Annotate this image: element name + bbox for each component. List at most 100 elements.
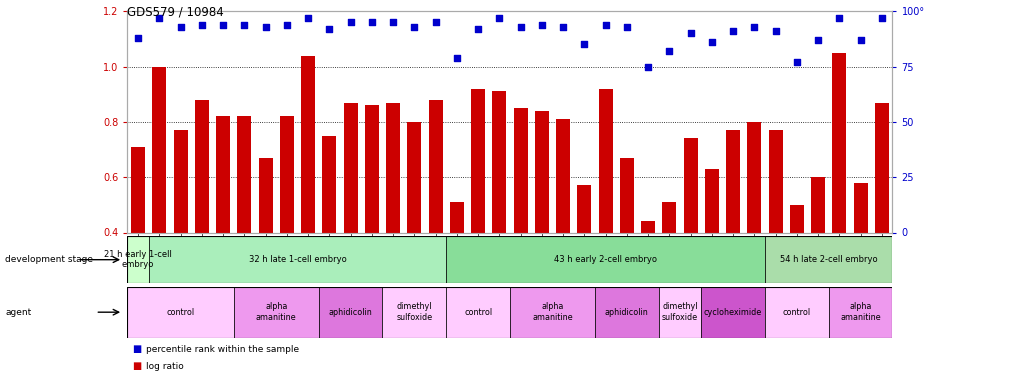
Bar [726, 130, 740, 232]
Point [703, 39, 719, 45]
Point [597, 21, 613, 27]
Point [576, 42, 592, 48]
Bar [764, 236, 892, 283]
Text: aphidicolin: aphidicolin [328, 308, 372, 316]
Text: alpha
amanitine: alpha amanitine [256, 303, 297, 322]
Point [682, 30, 698, 36]
Bar [832, 53, 846, 232]
Point [809, 37, 825, 43]
Bar [279, 116, 293, 232]
Bar [661, 202, 676, 232]
Bar [555, 119, 570, 232]
Bar [365, 105, 378, 232]
Bar [701, 287, 764, 338]
Bar [764, 287, 828, 338]
Bar [810, 177, 824, 232]
Text: ■: ■ [132, 344, 142, 354]
Text: control: control [464, 308, 492, 316]
Bar [449, 202, 464, 232]
Bar [428, 100, 442, 232]
Text: control: control [782, 308, 810, 316]
Text: log ratio: log ratio [146, 362, 183, 371]
Point [384, 19, 400, 26]
Bar [446, 287, 510, 338]
Bar [233, 287, 318, 338]
Point [300, 15, 316, 21]
Bar [127, 236, 149, 283]
Point [491, 15, 507, 21]
Bar [127, 287, 233, 338]
Text: ■: ■ [132, 361, 142, 371]
Bar [514, 108, 527, 232]
Point [194, 21, 210, 27]
Bar [683, 138, 697, 232]
Point [788, 59, 804, 65]
Bar [343, 102, 358, 232]
Text: 54 h late 2-cell embryo: 54 h late 2-cell embryo [780, 255, 876, 264]
Text: 32 h late 1-cell embryo: 32 h late 1-cell embryo [249, 255, 346, 264]
Text: dimethyl
sulfoxide: dimethyl sulfoxide [396, 303, 432, 322]
Text: cycloheximide: cycloheximide [703, 308, 761, 316]
Text: GDS579 / 10984: GDS579 / 10984 [127, 6, 224, 19]
Bar [173, 130, 187, 232]
Bar [382, 287, 446, 338]
Point [830, 15, 847, 21]
Bar [620, 158, 633, 232]
Text: 43 h early 2-cell embryo: 43 h early 2-cell embryo [553, 255, 656, 264]
Bar [704, 169, 718, 232]
Bar [510, 287, 594, 338]
Bar [446, 236, 764, 283]
Point [554, 24, 571, 30]
Text: alpha
amanitine: alpha amanitine [532, 303, 573, 322]
Bar [216, 116, 230, 232]
Bar [259, 158, 272, 232]
Bar [407, 122, 421, 232]
Point [278, 21, 294, 27]
Bar [853, 183, 867, 232]
Text: development stage: development stage [5, 255, 93, 264]
Point [873, 15, 890, 21]
Point [257, 24, 273, 30]
Text: control: control [166, 308, 195, 316]
Point [766, 28, 783, 34]
Bar [322, 136, 336, 232]
Point [427, 19, 443, 26]
Text: alpha
amanitine: alpha amanitine [840, 303, 880, 322]
Bar [386, 102, 399, 232]
Bar [641, 221, 654, 232]
Bar [789, 205, 803, 232]
Bar [318, 287, 382, 338]
Bar [471, 89, 485, 232]
Bar [534, 111, 548, 232]
Point [619, 24, 635, 30]
Bar [658, 287, 701, 338]
Bar [131, 147, 145, 232]
Bar [747, 122, 760, 232]
Text: agent: agent [5, 308, 32, 316]
Bar [594, 287, 658, 338]
Point [746, 24, 762, 30]
Point [236, 21, 253, 27]
Text: dimethyl
sulfoxide: dimethyl sulfoxide [661, 303, 697, 322]
Point [470, 26, 486, 32]
Point [660, 48, 677, 54]
Point [321, 26, 337, 32]
Bar [828, 287, 892, 338]
Point [129, 35, 146, 41]
Bar [492, 92, 505, 232]
Bar [152, 67, 166, 232]
Point [725, 28, 741, 34]
Point [406, 24, 422, 30]
Text: aphidicolin: aphidicolin [604, 308, 648, 316]
Point [533, 21, 549, 27]
Bar [149, 236, 446, 283]
Point [448, 55, 465, 61]
Point [172, 24, 189, 30]
Point [364, 19, 380, 26]
Bar [768, 130, 782, 232]
Point [151, 15, 167, 21]
Point [852, 37, 868, 43]
Bar [577, 186, 591, 232]
Bar [301, 56, 315, 232]
Point [342, 19, 359, 26]
